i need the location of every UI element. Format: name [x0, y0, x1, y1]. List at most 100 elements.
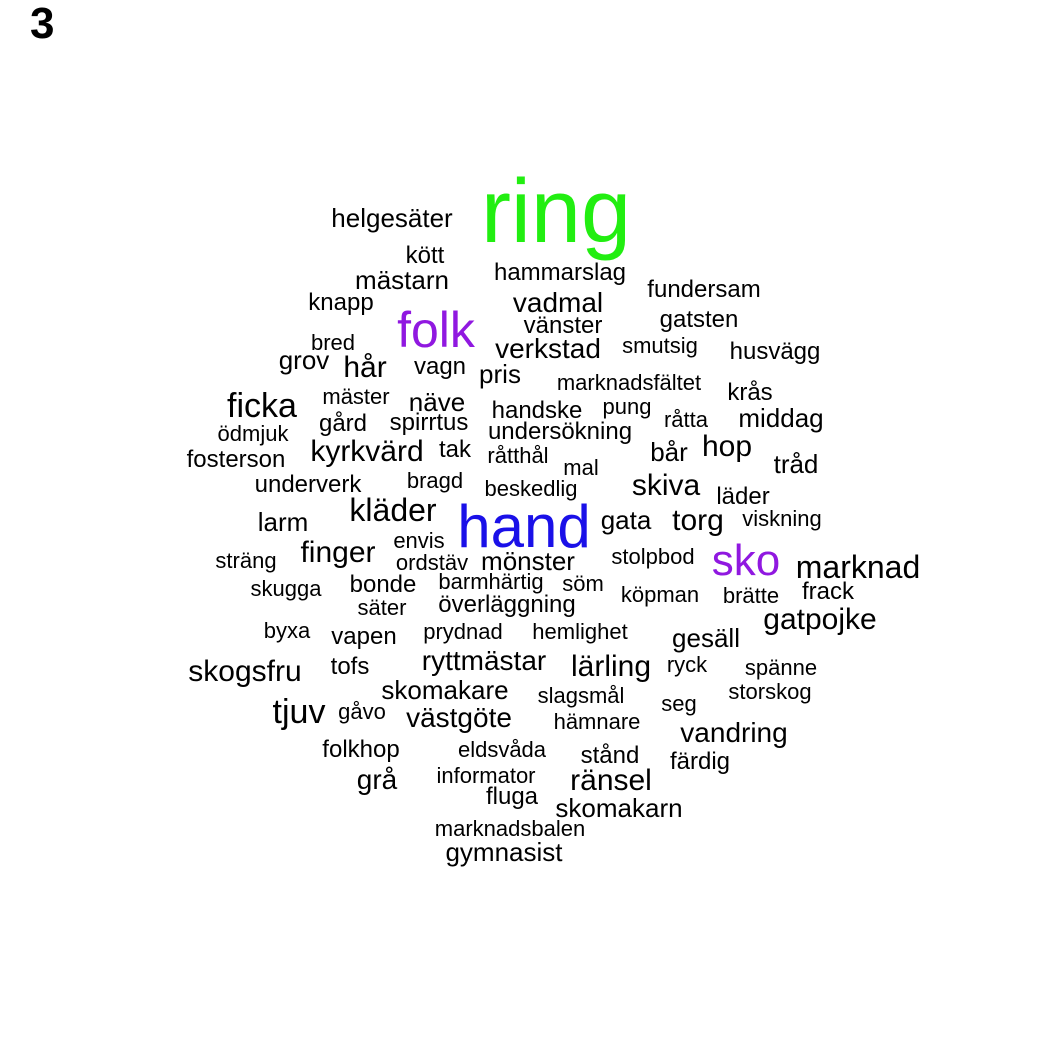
cloud-word-helgesäter: helgesäter [331, 203, 453, 233]
cloud-word-mäster: mäster [322, 384, 390, 409]
cloud-word-prydnad: prydnad [423, 619, 503, 644]
cloud-word-skiva: skiva [631, 469, 701, 502]
cloud-word-undersökning: undersökning [487, 418, 633, 445]
cloud-word-frack: frack [801, 578, 855, 605]
cloud-word-tofs: tofs [330, 653, 370, 680]
cloud-word-tråd: tråd [773, 449, 819, 479]
cloud-word-överläggning: överläggning [438, 591, 576, 618]
cloud-word-seg: seg [661, 691, 697, 716]
cloud-word-grå: grå [356, 764, 398, 795]
cloud-word-krås: krås [727, 379, 773, 406]
cloud-word-byxa: byxa [263, 618, 311, 643]
cloud-word-bred: bred [310, 330, 356, 355]
cloud-word-envis: envis [393, 528, 445, 553]
cloud-word-gymnasist: gymnasist [445, 837, 563, 867]
cloud-word-råtthål: råtthål [487, 443, 549, 468]
cloud-word-mal: mal [563, 455, 599, 480]
cloud-word-stånd: stånd [580, 742, 640, 769]
cloud-word-gåvo: gåvo [338, 699, 386, 724]
cloud-word-larm: larm [257, 507, 309, 537]
cloud-word-hemlighet: hemlighet [532, 619, 628, 644]
panel-label: 3 [30, 0, 55, 48]
cloud-word-gata: gata [600, 505, 652, 535]
cloud-word-smutsig: smutsig [622, 333, 698, 358]
cloud-word-barmhärtig: barmhärtig [438, 569, 544, 594]
cloud-word-fundersam: fundersam [647, 276, 761, 303]
cloud-word-beskedlig: beskedlig [484, 476, 578, 501]
cloud-word-skomakare: skomakare [381, 675, 509, 705]
cloud-word-brätte: brätte [722, 583, 780, 608]
cloud-word-marknadsfältet: marknadsfältet [556, 370, 702, 395]
cloud-word-skugga: skugga [250, 576, 322, 601]
cloud-word-marknad: marknad [795, 549, 921, 585]
cloud-word-vänster: vänster [523, 312, 603, 339]
cloud-word-mästarn: mästarn [355, 265, 449, 295]
cloud-word-knapp: knapp [308, 289, 374, 316]
cloud-word-fluga: fluga [485, 783, 539, 810]
cloud-word-eldsvåda: eldsvåda [457, 737, 547, 762]
cloud-word-bonde: bonde [349, 571, 417, 598]
cloud-word-ordstäv: ordstäv [395, 550, 469, 575]
cloud-word-ryttmästar: ryttmästar [421, 645, 547, 676]
cloud-word-middag: middag [738, 403, 824, 433]
cloud-word-pris: pris [479, 359, 521, 389]
cloud-word-handske: handske [491, 397, 583, 424]
cloud-word-slagsmål: slagsmål [537, 683, 625, 708]
cloud-word-folkhop: folkhop [322, 736, 400, 763]
cloud-word-hår: hår [343, 351, 387, 384]
cloud-word-ryck: ryck [666, 652, 708, 677]
cloud-word-vagn: vagn [413, 353, 467, 380]
cloud-word-finger: finger [300, 536, 376, 569]
cloud-word-gatsten: gatsten [659, 306, 739, 333]
cloud-word-säter: säter [357, 595, 407, 620]
cloud-word-söm: söm [562, 571, 604, 596]
cloud-word-kläder: kläder [349, 492, 437, 528]
cloud-word-tak: tak [438, 436, 472, 463]
cloud-word-hämnare: hämnare [553, 709, 641, 734]
cloud-word-läder: läder [716, 483, 770, 510]
cloud-word-hand: hand [457, 493, 591, 560]
cloud-word-näve: näve [408, 387, 466, 417]
cloud-word-västgöte: västgöte [406, 702, 512, 733]
cloud-word-hammarslag: hammarslag [493, 259, 627, 286]
cloud-word-köpman: köpman [620, 582, 700, 607]
cloud-word-ränsel: ränsel [570, 764, 652, 797]
cloud-word-bår: bår [650, 437, 688, 467]
cloud-word-kyrkvärd: kyrkvärd [310, 435, 424, 468]
cloud-word-färdig: färdig [669, 748, 731, 775]
cloud-word-pung: pung [602, 394, 652, 419]
cloud-word-kött: kött [405, 242, 445, 269]
cloud-word-vapen: vapen [331, 623, 397, 650]
cloud-word-mönster: mönster [481, 546, 575, 576]
cloud-word-gård: gård [318, 410, 368, 437]
cloud-word-underverk: underverk [254, 471, 362, 498]
cloud-word-ring: ring [480, 162, 632, 262]
cloud-word-viskning: viskning [742, 506, 822, 531]
cloud-word-torg: torg [672, 504, 724, 537]
cloud-word-gatpojke: gatpojke [763, 603, 877, 636]
cloud-word-vandring: vandring [680, 717, 788, 748]
cloud-word-hop: hop [701, 430, 753, 463]
cloud-word-sko: sko [711, 536, 781, 585]
cloud-word-spirrtus: spirrtus [389, 409, 469, 436]
cloud-word-ficka: ficka [227, 387, 297, 425]
cloud-word-stolpbod: stolpbod [611, 544, 695, 569]
cloud-word-folk: folk [397, 302, 475, 358]
cloud-word-råtta: råtta [663, 407, 709, 432]
cloud-word-bragd: bragd [406, 468, 464, 493]
cloud-word-verkstad: verkstad [495, 333, 601, 364]
cloud-word-husvägg: husvägg [729, 338, 821, 365]
cloud-word-marknadsbalen: marknadsbalen [434, 816, 586, 841]
cloud-word-fosterson: fosterson [186, 446, 286, 473]
cloud-word-tjuv: tjuv [272, 693, 326, 731]
cloud-word-lärling: lärling [570, 650, 652, 683]
cloud-word-sträng: sträng [215, 548, 277, 573]
cloud-word-vadmal: vadmal [512, 287, 604, 318]
cloud-word-gesäll: gesäll [672, 623, 740, 653]
cloud-word-grov: grov [278, 345, 330, 375]
cloud-word-informator: informator [436, 763, 536, 788]
cloud-word-skogsfru: skogsfru [188, 655, 302, 688]
cloud-word-spänne: spänne [744, 655, 818, 680]
cloud-word-storskog: storskog [728, 679, 812, 704]
